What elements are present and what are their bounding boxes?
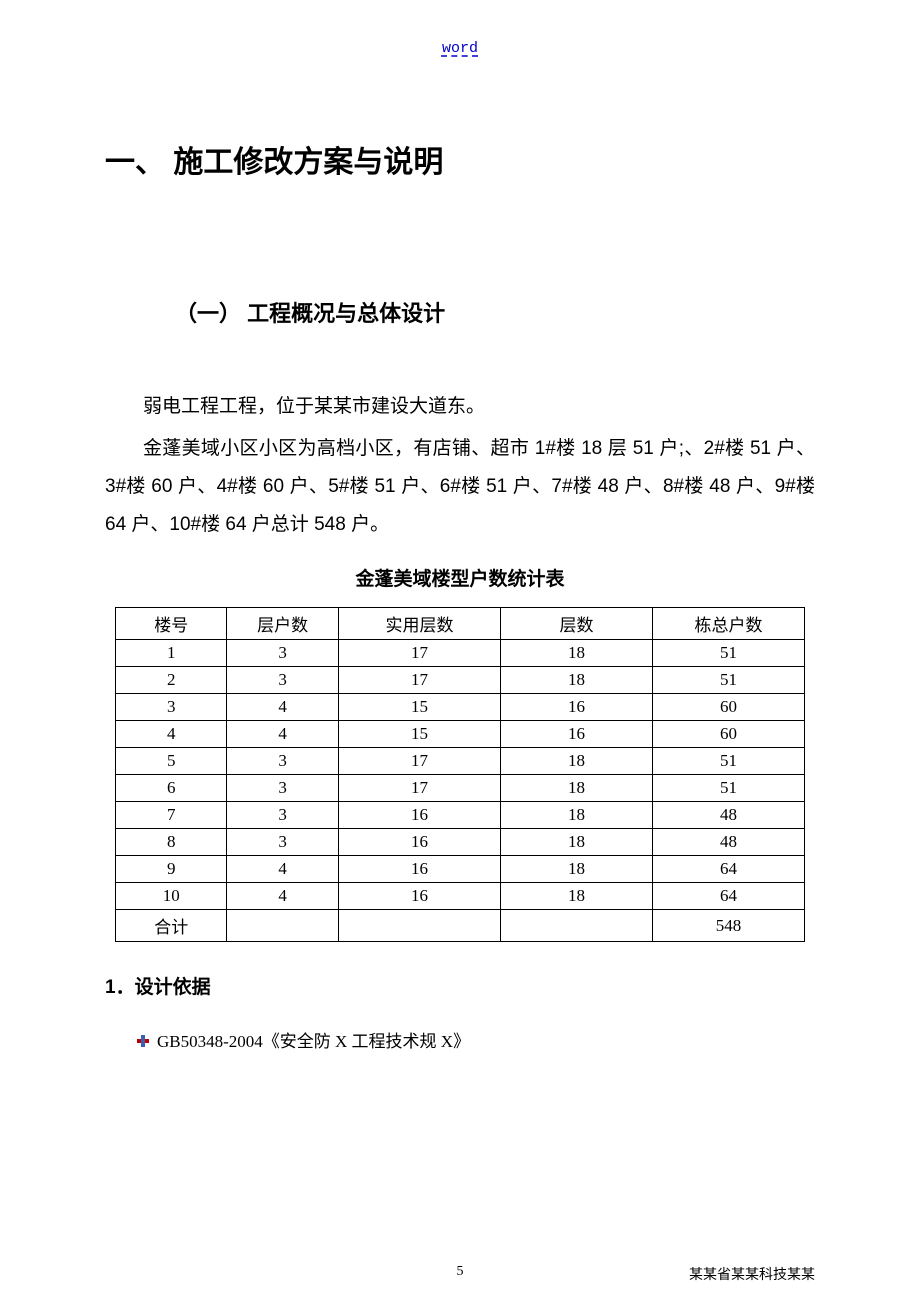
table-cell: 18 xyxy=(501,802,653,829)
table-cell: 4 xyxy=(227,694,338,721)
table-header: 层数 xyxy=(501,608,653,640)
bullet-plus-icon xyxy=(137,1035,151,1049)
table-row: 34151660 xyxy=(116,694,805,721)
table-cell: 48 xyxy=(653,829,805,856)
table-row: 合计 548 xyxy=(116,910,805,942)
paragraph-intro: 弱电工程工程，位于某某市建设大道东。 xyxy=(105,388,815,426)
table-cell: 17 xyxy=(338,667,500,694)
table-cell: 60 xyxy=(653,721,805,748)
table-cell: 16 xyxy=(338,829,500,856)
table-cell: 17 xyxy=(338,640,500,667)
table-cell: 15 xyxy=(338,721,500,748)
table-cell: 18 xyxy=(501,829,653,856)
table-cell: 10 xyxy=(116,883,227,910)
paragraph-detail: 金蓬美域小区小区为高档小区，有店铺、超市 1#楼 18 层 51 户;、2#楼 … xyxy=(105,430,815,544)
table-cell: 5 xyxy=(116,748,227,775)
table-cell: 8 xyxy=(116,829,227,856)
table-cell: 3 xyxy=(227,748,338,775)
table-cell: 17 xyxy=(338,748,500,775)
bullet-text: GB50348-2004《安全防 X 工程技术规 X》 xyxy=(157,1032,470,1051)
table-cell xyxy=(501,910,653,942)
table-cell: 4 xyxy=(116,721,227,748)
table-cell: 64 xyxy=(653,883,805,910)
table-cell: 3 xyxy=(227,802,338,829)
table-cell: 18 xyxy=(501,640,653,667)
table-cell xyxy=(338,910,500,942)
table-cell: 9 xyxy=(116,856,227,883)
table-cell: 3 xyxy=(227,667,338,694)
page-number: 5 xyxy=(457,1264,464,1280)
table-cell: 18 xyxy=(501,856,653,883)
header-word: word xyxy=(105,40,815,57)
table-cell: 18 xyxy=(501,775,653,802)
table-header: 实用层数 xyxy=(338,608,500,640)
table-cell: 6 xyxy=(116,775,227,802)
table-cell: 548 xyxy=(653,910,805,942)
table-cell: 51 xyxy=(653,748,805,775)
heading-level-2: （一） 工程概况与总体设计 xyxy=(175,296,815,328)
heading-level-1: 一、 施工修改方案与说明 xyxy=(105,137,815,181)
table-cell: 16 xyxy=(501,721,653,748)
table-row: 63171851 xyxy=(116,775,805,802)
table-cell: 15 xyxy=(338,694,500,721)
table-header-row: 楼号 层户数 实用层数 层数 栋总户数 xyxy=(116,608,805,640)
table-cell: 4 xyxy=(227,721,338,748)
table-row: 73161848 xyxy=(116,802,805,829)
table-cell: 3 xyxy=(227,829,338,856)
table-cell: 16 xyxy=(338,883,500,910)
table-title: 金蓬美域楼型户数统计表 xyxy=(105,564,815,591)
table-cell: 18 xyxy=(501,667,653,694)
table-row: 53171851 xyxy=(116,748,805,775)
table-cell: 51 xyxy=(653,775,805,802)
table-cell: 18 xyxy=(501,748,653,775)
building-stats-table: 楼号 层户数 实用层数 层数 栋总户数 13171851231718513415… xyxy=(115,607,805,942)
heading-level-3: 1．设计依据 xyxy=(105,972,815,999)
table-cell: 64 xyxy=(653,856,805,883)
table-cell: 60 xyxy=(653,694,805,721)
table-header: 层户数 xyxy=(227,608,338,640)
table-header: 楼号 xyxy=(116,608,227,640)
table-cell: 2 xyxy=(116,667,227,694)
table-cell: 3 xyxy=(227,775,338,802)
table-row: 23171851 xyxy=(116,667,805,694)
table-cell: 48 xyxy=(653,802,805,829)
table-cell: 17 xyxy=(338,775,500,802)
table-cell: 4 xyxy=(227,883,338,910)
table-row: 44151660 xyxy=(116,721,805,748)
table-cell: 18 xyxy=(501,883,653,910)
table-cell: 16 xyxy=(338,856,500,883)
table-cell: 51 xyxy=(653,667,805,694)
table-cell: 16 xyxy=(338,802,500,829)
table-cell: 7 xyxy=(116,802,227,829)
table-cell: 16 xyxy=(501,694,653,721)
table-cell: 51 xyxy=(653,640,805,667)
table-cell: 3 xyxy=(227,640,338,667)
table-row: 13171851 xyxy=(116,640,805,667)
table-cell: 4 xyxy=(227,856,338,883)
table-row: 83161848 xyxy=(116,829,805,856)
table-row: 104161864 xyxy=(116,883,805,910)
footer-org: 某某省某某科技某某 xyxy=(689,1264,815,1284)
table-cell: 3 xyxy=(116,694,227,721)
table-cell xyxy=(227,910,338,942)
bullet-item: GB50348-2004《安全防 X 工程技术规 X》 xyxy=(137,1027,815,1052)
table-row: 94161864 xyxy=(116,856,805,883)
table-cell: 1 xyxy=(116,640,227,667)
table-header: 栋总户数 xyxy=(653,608,805,640)
table-cell: 合计 xyxy=(116,910,227,942)
